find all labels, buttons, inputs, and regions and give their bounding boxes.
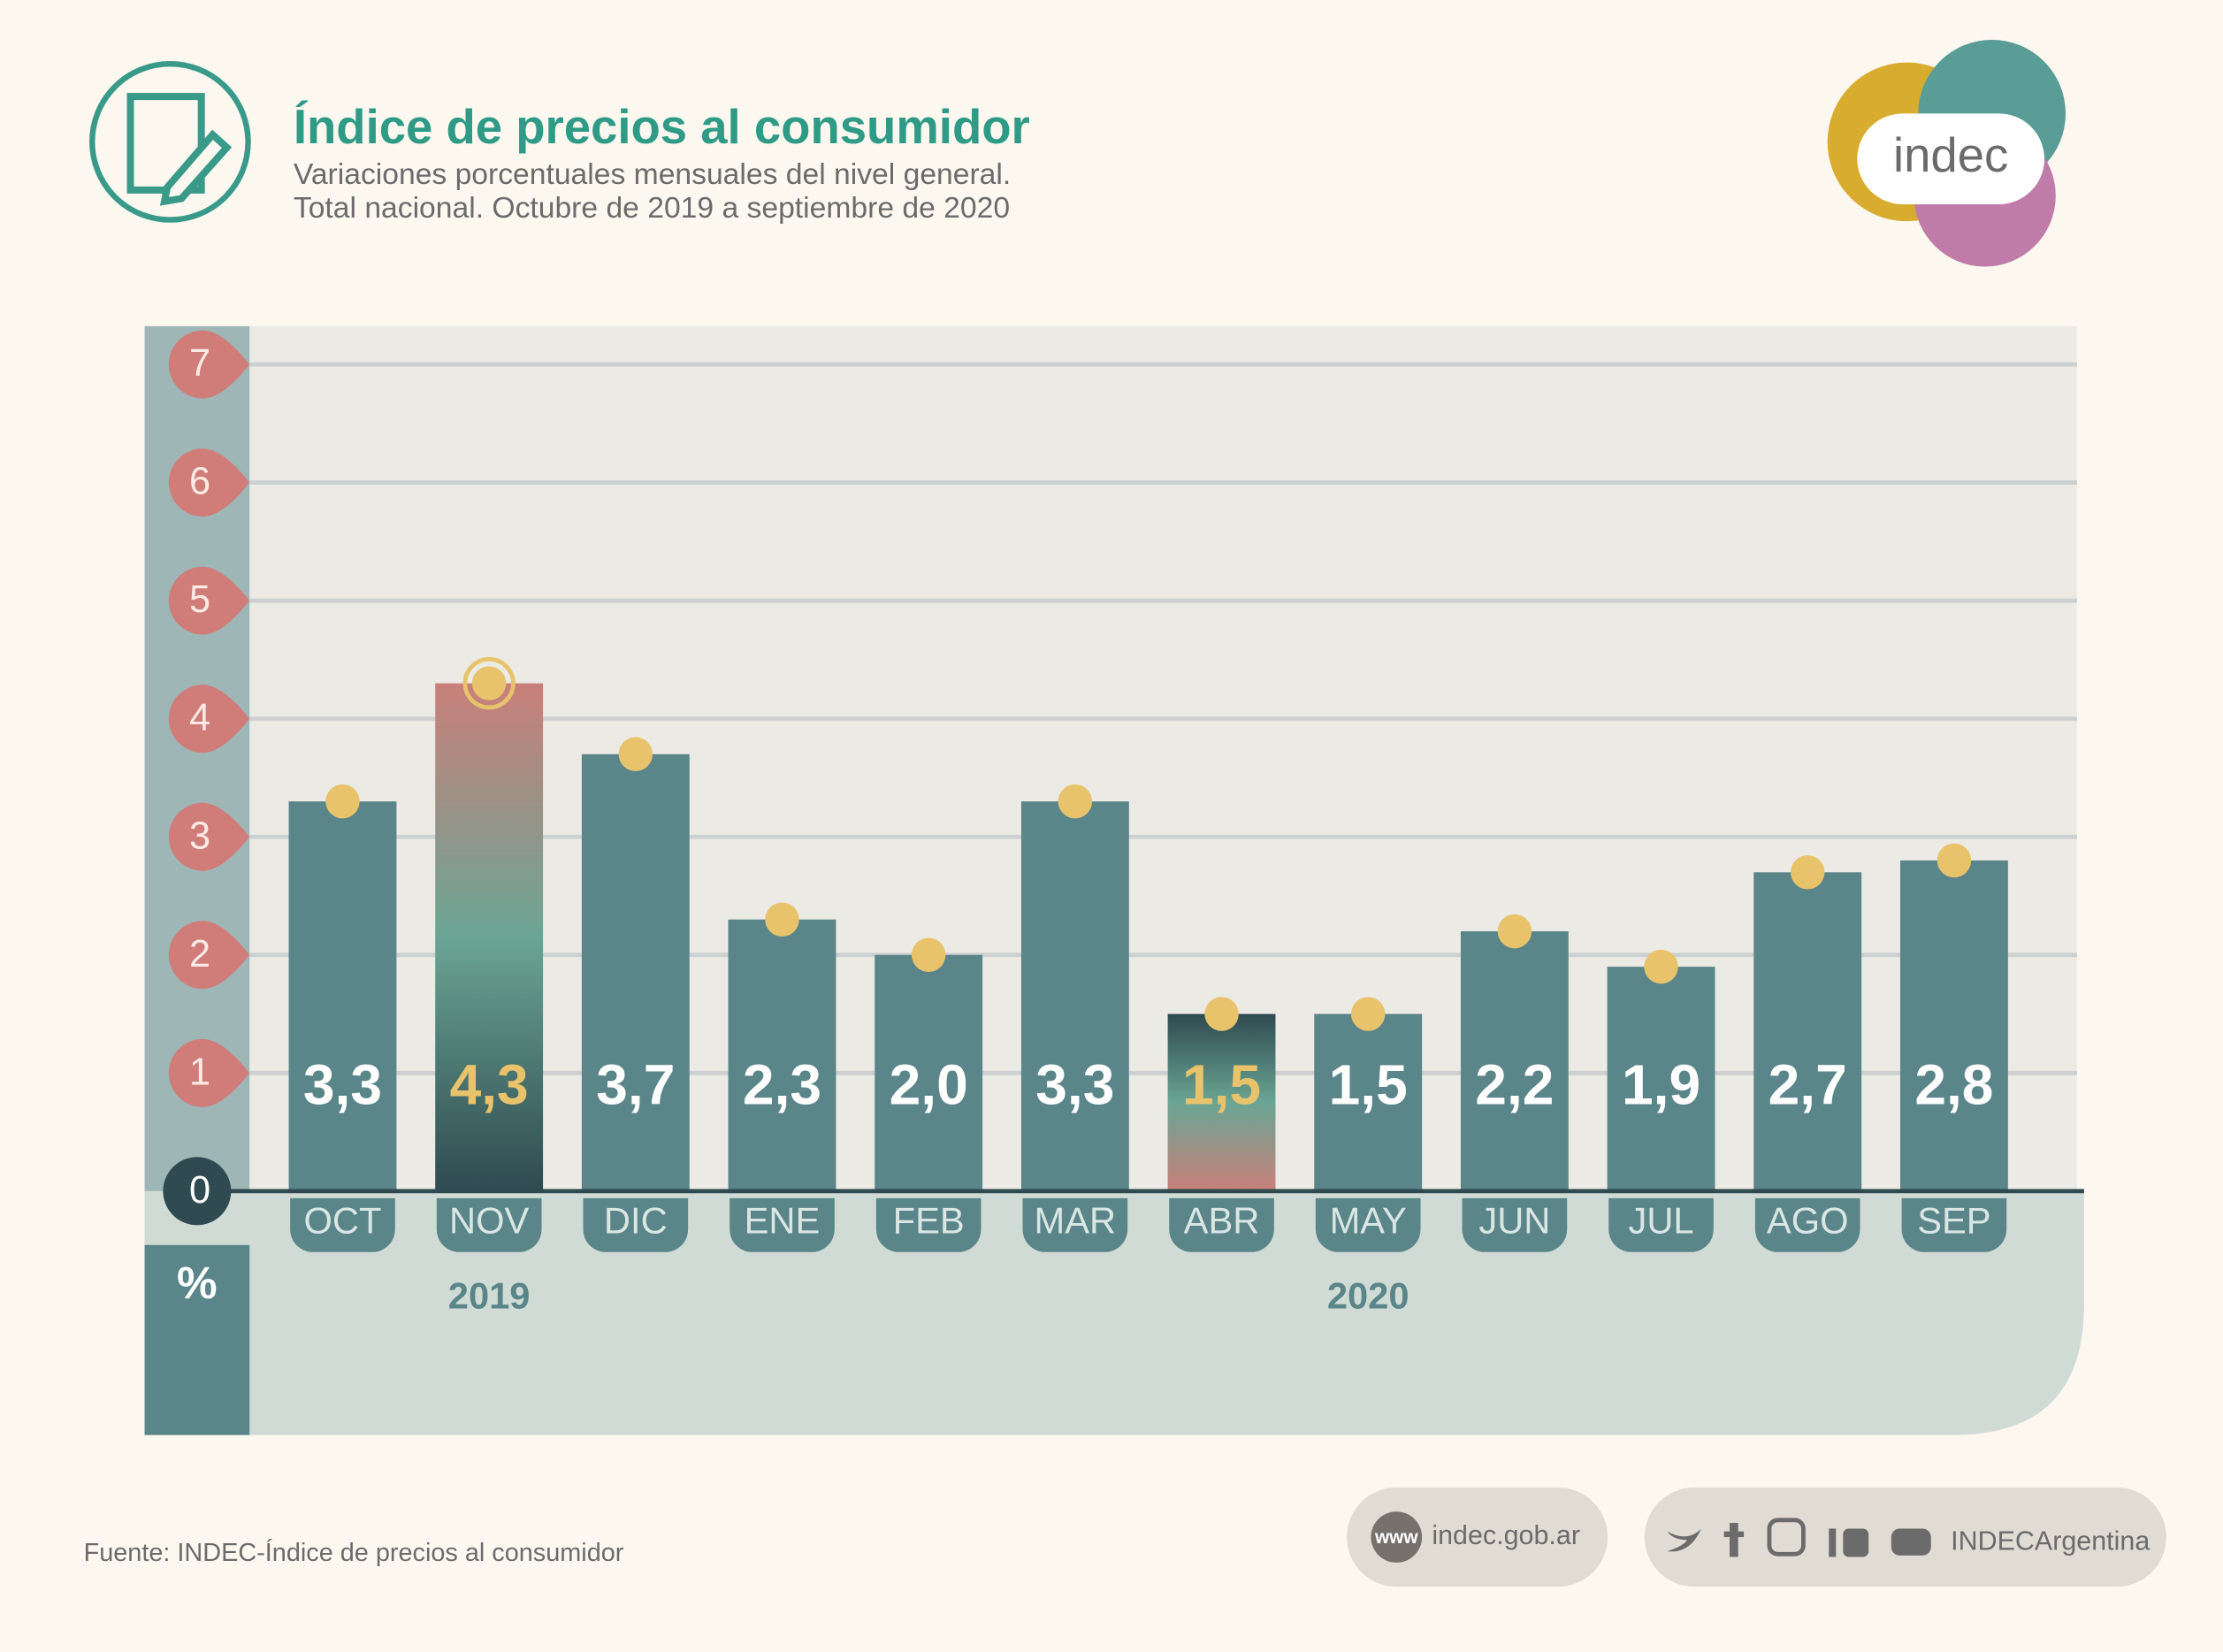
bar [288, 801, 397, 1191]
subtitle: Variaciones porcentuales mensuales del n… [294, 158, 1011, 191]
category-pill [1169, 1197, 1274, 1252]
tick-pin [168, 566, 250, 635]
y-tick-label: 5 [189, 578, 210, 621]
x-tick-label: AGO [1767, 1200, 1849, 1242]
unit-strip [144, 1244, 250, 1435]
bar [1167, 1013, 1276, 1191]
dot [911, 937, 946, 973]
y-tick-label: 2 [189, 933, 210, 975]
dot [1350, 997, 1386, 1031]
bar [1607, 967, 1715, 1191]
dot [618, 737, 653, 772]
x-tick-label: NOV [449, 1200, 530, 1242]
y-tick-label: 4 [189, 697, 210, 739]
dot [765, 902, 799, 937]
x-tick-label: JUL [1628, 1200, 1693, 1242]
x-tick-label: ABR [1184, 1200, 1260, 1242]
x-tick-label: FEB [893, 1200, 965, 1242]
dot [325, 784, 360, 819]
category-pill [583, 1197, 689, 1252]
logo: indec [1827, 39, 2066, 267]
bar [1020, 801, 1129, 1191]
tick-pin [168, 802, 250, 871]
value-label: 2,0 [890, 1052, 968, 1116]
category-pill [1754, 1197, 1860, 1252]
bar [435, 683, 544, 1191]
dot [1058, 784, 1093, 819]
y-tick-label: 6 [189, 461, 210, 503]
subtitle: Total nacional. Octubre de 2019 a septie… [294, 192, 1010, 225]
dot-ring [462, 656, 516, 710]
dot [1937, 843, 1972, 878]
bar [875, 954, 983, 1191]
value-label: 1,9 [1622, 1052, 1700, 1116]
x-tick-label: MAR [1035, 1200, 1117, 1242]
category-pill [1462, 1197, 1568, 1252]
icon [89, 61, 251, 223]
social-icons [1667, 1518, 1931, 1557]
bar [1460, 931, 1569, 1191]
web: indec.gob.ar [1432, 1520, 1580, 1550]
social: INDECArgentina [1951, 1526, 2150, 1556]
unit-label: % [177, 1258, 218, 1308]
value-label: 1,5 [1182, 1052, 1261, 1116]
tick-pin [168, 448, 250, 517]
category-pill [1901, 1197, 2007, 1252]
category-pill [730, 1197, 835, 1252]
value-label: 2,8 [1914, 1052, 1993, 1116]
bar [1753, 872, 1862, 1191]
dot [471, 666, 507, 700]
tick-pin [168, 921, 250, 990]
value-label: 2,3 [743, 1052, 821, 1116]
category-pill [875, 1197, 982, 1252]
y-tick-label: 7 [189, 342, 210, 385]
dot [1790, 855, 1825, 890]
tick-pin [168, 1038, 250, 1107]
x-tick-label: DIC [604, 1200, 668, 1242]
dot [1204, 997, 1239, 1031]
y-tick-label: 0 [189, 1169, 210, 1212]
y-tick-label: 1 [189, 1051, 210, 1093]
value-label: 3,7 [596, 1052, 675, 1116]
bar [1899, 860, 2008, 1191]
dot [1644, 949, 1678, 984]
value-label: 2,2 [1475, 1052, 1554, 1116]
category-pill [290, 1197, 395, 1252]
value-label: 1,5 [1329, 1052, 1408, 1116]
bar [581, 753, 690, 1191]
bar [1314, 1013, 1423, 1191]
zero-marker [163, 1157, 232, 1226]
x-tick-label: OCT [303, 1200, 381, 1242]
value-label: 3,3 [1035, 1052, 1114, 1116]
y-tick-label: 3 [189, 815, 210, 857]
logo-text: indec [1893, 128, 2008, 182]
category-pill [1608, 1197, 1714, 1252]
x-tick-label: JUN [1478, 1200, 1550, 1242]
dot [1497, 914, 1532, 949]
category-pill [436, 1197, 542, 1252]
title: Índice de precios al consumidor [294, 100, 1030, 154]
year-label: 2019 [448, 1275, 531, 1317]
axis-area [144, 1190, 2084, 1435]
value-label: 3,3 [303, 1052, 382, 1116]
tick-pin [168, 685, 250, 753]
category-pill [1315, 1197, 1421, 1252]
web-pill [1347, 1487, 1608, 1587]
web-icon: www [1374, 1527, 1418, 1548]
x-tick-label: SEP [1917, 1200, 1990, 1242]
x-tick-label: ENE [745, 1200, 821, 1242]
tick-pin [168, 330, 250, 399]
web-icon-bg [1371, 1511, 1423, 1563]
category-pill [1022, 1197, 1128, 1252]
value-label: 4,3 [450, 1052, 529, 1116]
source: Fuente: INDEC-Índice de precios al consu… [84, 1538, 624, 1567]
bar [728, 919, 836, 1191]
year-label: 2020 [1327, 1275, 1409, 1317]
value-label: 2,7 [1768, 1052, 1847, 1116]
x-tick-label: MAY [1330, 1200, 1407, 1242]
